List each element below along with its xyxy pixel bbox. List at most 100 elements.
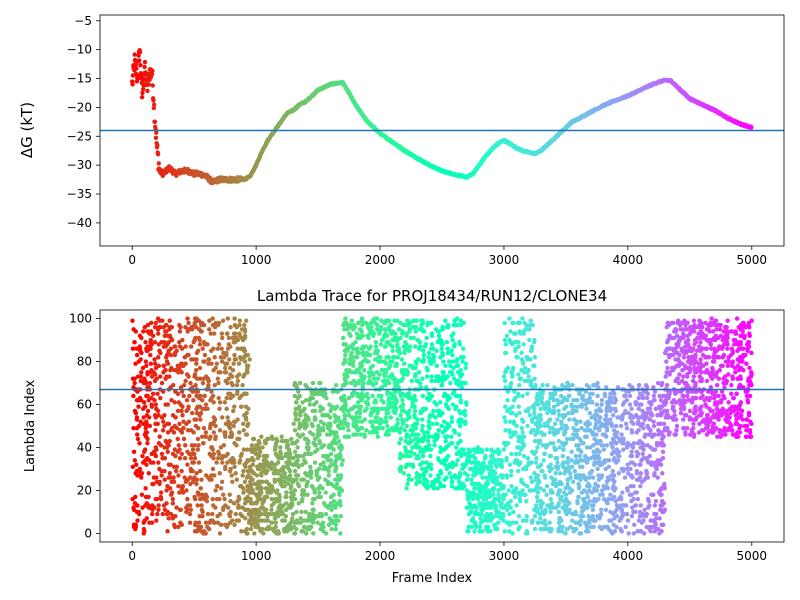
data-point [167, 327, 172, 332]
data-point [160, 511, 165, 517]
data-point [347, 331, 352, 336]
data-point [453, 406, 458, 412]
data-point [182, 355, 188, 360]
data-point [177, 340, 182, 345]
data-point [137, 58, 142, 63]
data-point [282, 526, 287, 532]
data-point [426, 464, 431, 470]
data-point [154, 496, 160, 502]
data-point [185, 462, 190, 467]
data-point [152, 324, 158, 330]
data-point [381, 400, 386, 405]
data-point [407, 408, 412, 414]
data-point [401, 453, 406, 459]
data-point [429, 342, 435, 347]
data-point [521, 453, 527, 459]
data-point [522, 492, 527, 497]
data-point [412, 408, 418, 414]
data-point [291, 496, 297, 502]
data-point [231, 361, 236, 366]
data-point [323, 511, 329, 517]
data-point [406, 413, 411, 418]
data-point [375, 410, 380, 416]
data-point [466, 524, 471, 530]
data-point [131, 522, 137, 528]
data-point [311, 402, 317, 407]
data-point [449, 475, 454, 480]
data-point [517, 492, 522, 497]
data-point [181, 393, 186, 399]
data-point [258, 449, 263, 454]
data-point [407, 348, 412, 354]
data-point [223, 503, 228, 508]
data-point [130, 318, 135, 323]
data-point [451, 322, 456, 328]
data-point [413, 344, 418, 349]
data-point [204, 498, 210, 504]
data-point [149, 374, 155, 379]
data-point [204, 494, 210, 500]
data-point [153, 320, 158, 326]
data-point [357, 415, 362, 420]
data-point [202, 342, 207, 347]
data-point [170, 516, 176, 521]
data-point [186, 406, 191, 412]
data-point [139, 370, 144, 375]
top-y-tick-label: −40 [67, 216, 92, 230]
data-point [144, 423, 149, 429]
data-point [382, 359, 387, 364]
data-point [253, 445, 259, 450]
data-point [269, 483, 275, 489]
data-point [241, 374, 246, 379]
data-point [312, 436, 318, 442]
data-point [379, 393, 384, 399]
data-point [160, 318, 165, 323]
data-point [219, 415, 225, 420]
data-point [387, 324, 392, 330]
data-point [435, 408, 440, 414]
data-point [434, 374, 439, 379]
data-point [197, 468, 203, 474]
data-point [513, 451, 519, 457]
data-point [205, 376, 211, 381]
data-point [250, 488, 255, 493]
data-point [201, 440, 206, 446]
data-point [458, 438, 463, 444]
data-point [203, 430, 209, 435]
data-point [432, 443, 437, 448]
data-point [449, 348, 454, 354]
data-point [472, 529, 477, 534]
data-point [133, 62, 138, 67]
data-point [509, 468, 514, 474]
data-point [472, 520, 477, 525]
data-point [197, 342, 203, 347]
data-point [219, 479, 225, 485]
data-point [192, 496, 198, 502]
data-point [284, 501, 289, 506]
data-point [503, 492, 508, 497]
data-point [520, 438, 525, 444]
data-point [156, 507, 161, 512]
data-point [406, 440, 411, 446]
data-point [421, 481, 426, 487]
data-point [522, 378, 528, 384]
data-point [315, 477, 320, 482]
data-point [255, 456, 261, 461]
data-point [145, 370, 150, 375]
data-point [371, 376, 377, 381]
data-point [243, 417, 249, 422]
data-point [149, 395, 154, 401]
data-point [287, 468, 293, 474]
data-point [305, 492, 310, 497]
data-point [211, 367, 216, 373]
data-point [519, 477, 524, 482]
data-point [148, 331, 154, 336]
data-point [211, 400, 216, 405]
data-point [504, 473, 509, 478]
data-point [303, 417, 308, 422]
data-point [145, 329, 150, 334]
data-point [152, 119, 158, 125]
data-point [334, 440, 339, 446]
data-point [424, 447, 430, 452]
data-point [145, 393, 150, 399]
